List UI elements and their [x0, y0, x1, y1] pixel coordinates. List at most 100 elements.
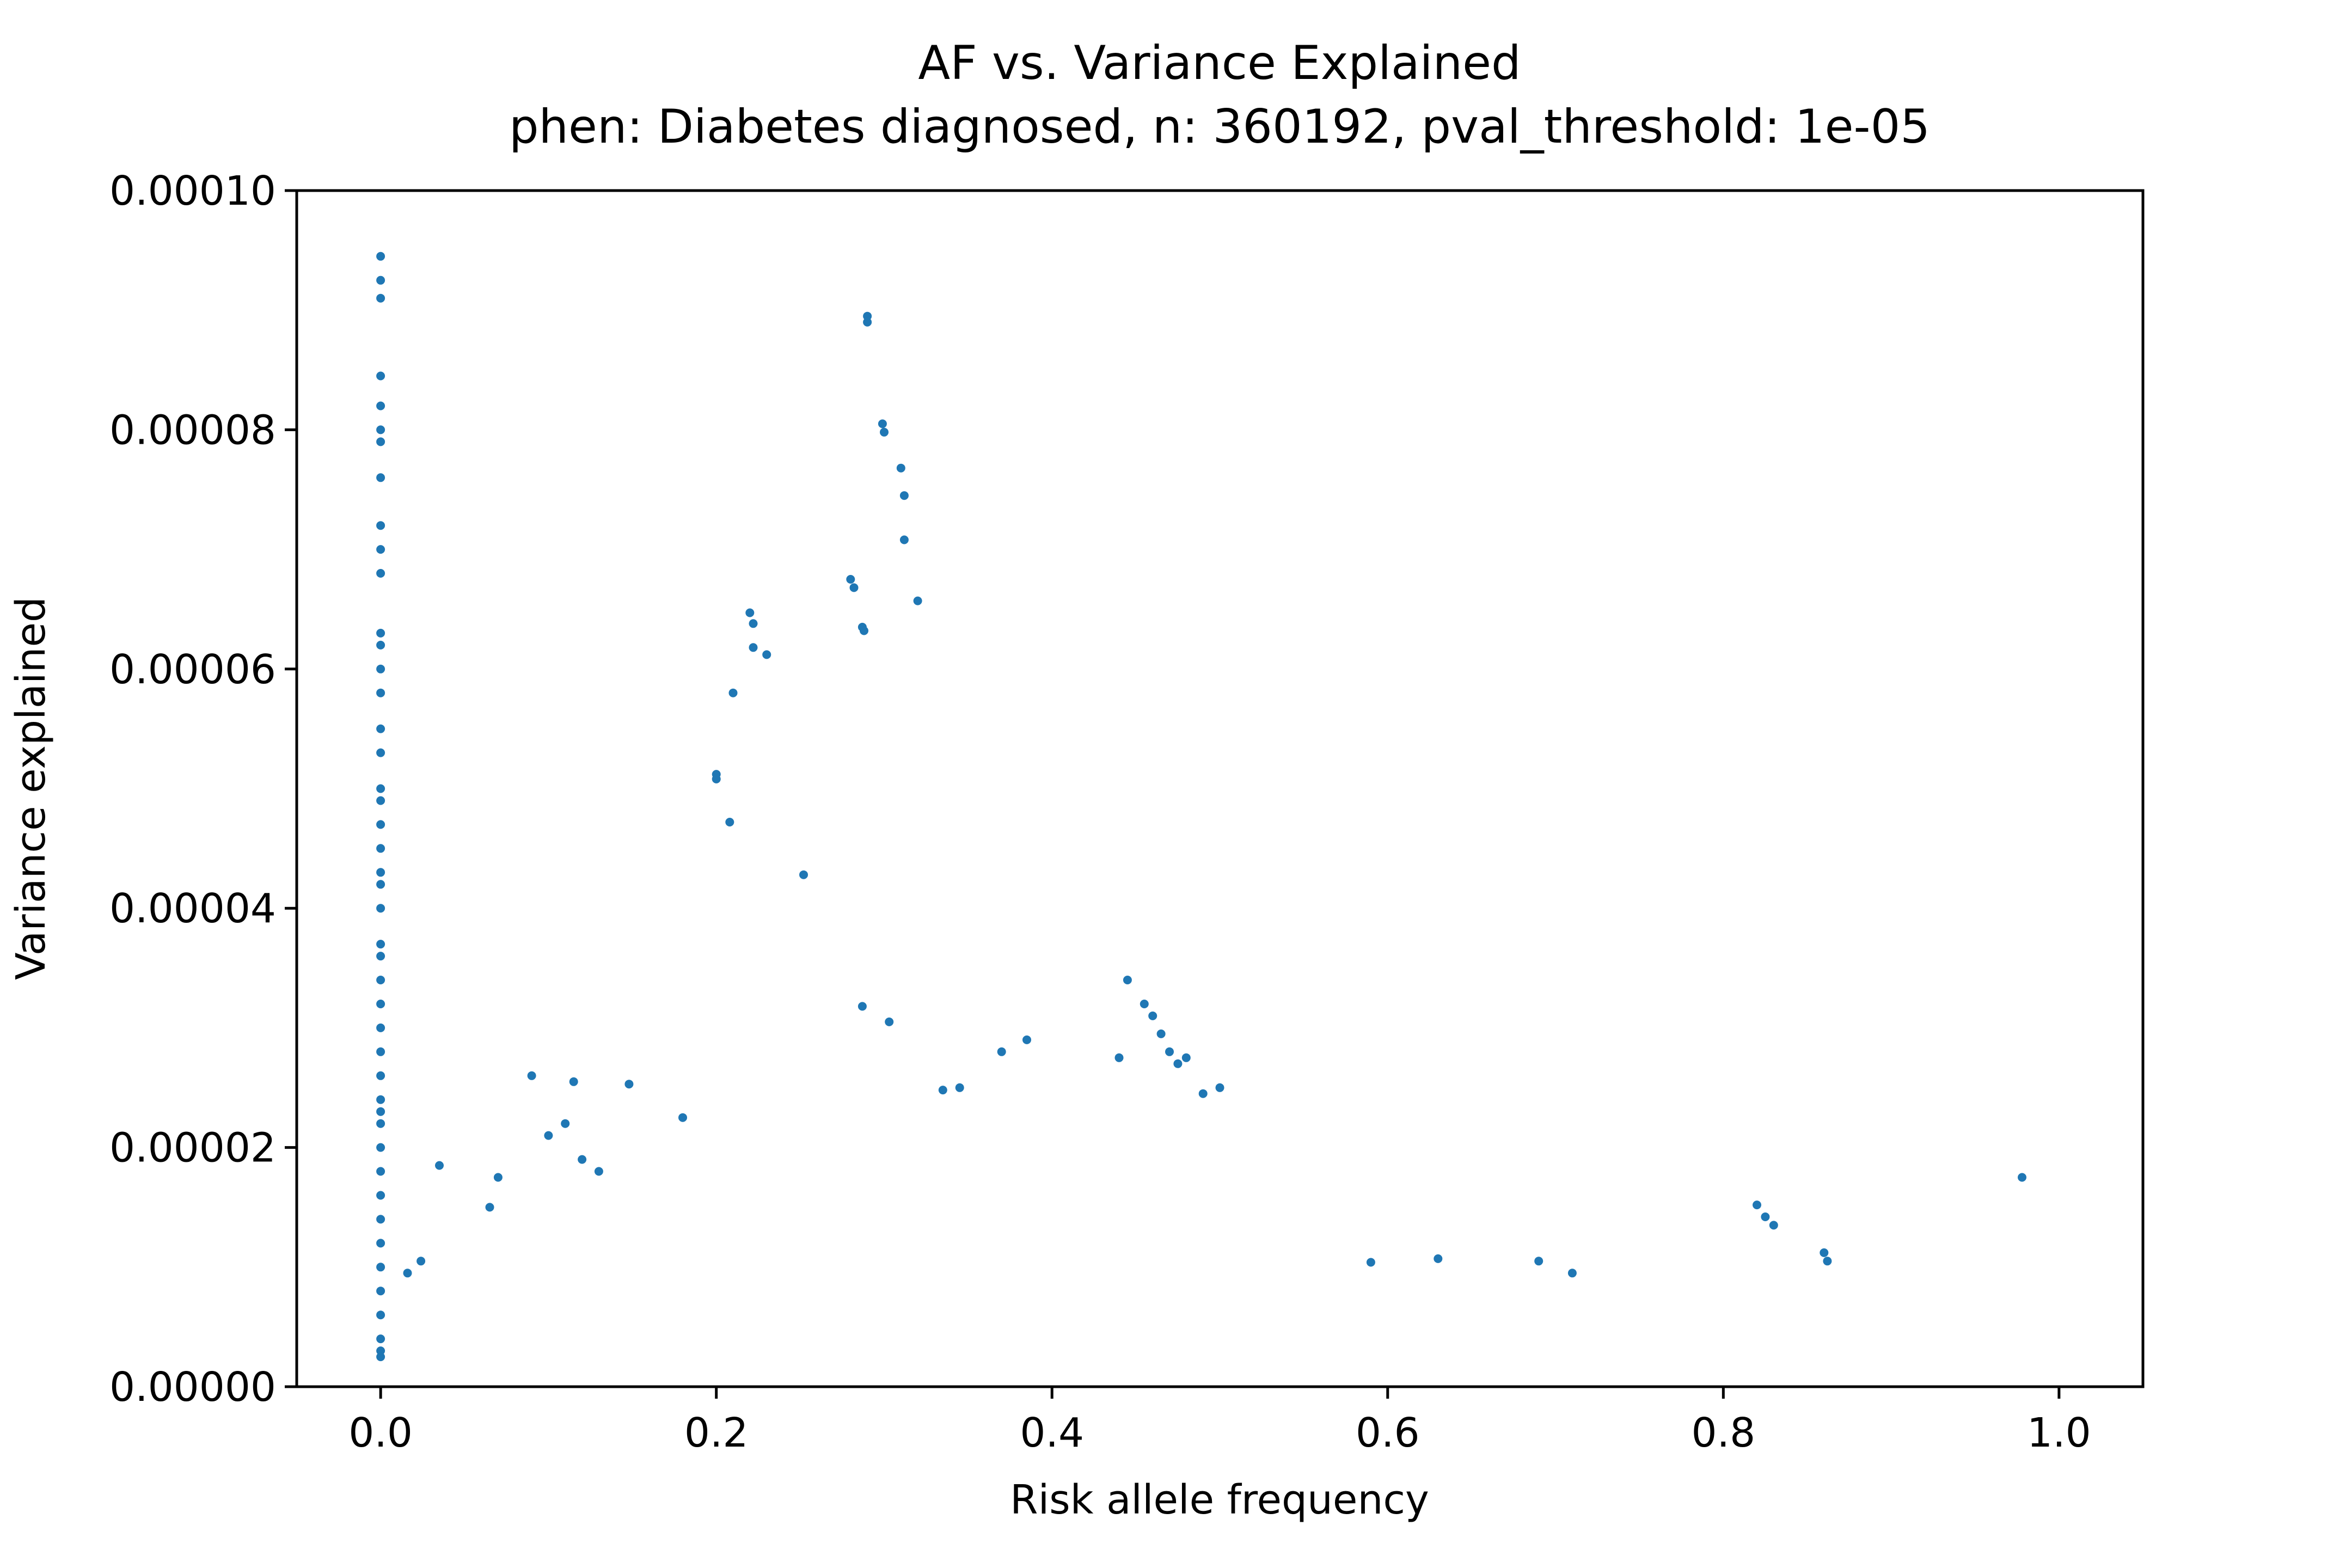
- scatter-point: [376, 1047, 385, 1056]
- scatter-point: [997, 1047, 1006, 1056]
- scatter-point: [569, 1077, 578, 1086]
- scatter-point: [561, 1119, 570, 1128]
- chart-title: AF vs. Variance Explained: [918, 36, 1521, 90]
- scatter-point: [678, 1113, 687, 1122]
- y-tick-label: 0.00010: [109, 168, 276, 215]
- x-tick-label: 0.6: [1356, 1410, 1420, 1456]
- scatter-point: [1769, 1221, 1778, 1230]
- scatter-point: [899, 535, 909, 544]
- scatter-point: [1181, 1053, 1191, 1062]
- scatter-point: [376, 1071, 385, 1080]
- scatter-point: [1534, 1257, 1543, 1266]
- scatter-point: [2018, 1173, 2026, 1182]
- scatter-point: [578, 1155, 587, 1164]
- scatter-point: [1165, 1047, 1174, 1056]
- chart-subtitle: phen: Diabetes diagnosed, n: 360192, pva…: [509, 100, 1930, 154]
- scatter-point: [749, 619, 758, 628]
- scatter-point: [485, 1203, 494, 1212]
- scatter-point: [493, 1173, 503, 1182]
- x-tick-label: 0.2: [684, 1410, 749, 1456]
- scatter-point: [1823, 1257, 1832, 1266]
- scatter-point: [416, 1257, 426, 1266]
- scatter-point: [624, 1080, 634, 1089]
- scatter-point: [527, 1071, 536, 1080]
- scatter-point: [1215, 1083, 1224, 1092]
- scatter-point: [728, 688, 738, 697]
- scatter-point: [896, 463, 905, 473]
- scatter-point: [376, 976, 385, 984]
- x-axis-label: Risk allele frequency: [1010, 1477, 1429, 1523]
- scatter-point: [376, 664, 385, 673]
- scatter-point: [1173, 1059, 1183, 1068]
- y-tick-label: 0.00006: [109, 646, 276, 693]
- scatter-point: [376, 1352, 385, 1362]
- y-tick-label: 0.00002: [109, 1125, 276, 1172]
- scatter-point: [745, 608, 755, 617]
- scatter-point: [544, 1131, 553, 1140]
- scatter-point: [376, 473, 385, 482]
- scatter-point: [376, 1287, 385, 1296]
- scatter-point: [376, 401, 385, 411]
- plot-frame: [295, 189, 2145, 1388]
- scatter-point: [403, 1269, 412, 1278]
- scatter-point: [1156, 1029, 1166, 1038]
- x-tick-label: 0.0: [348, 1410, 413, 1456]
- scatter-point: [376, 1191, 385, 1200]
- x-axis-ticks: 0.0 0.2 0.4 0.6 0.8 1.0: [348, 1387, 2091, 1456]
- scatter-point: [1148, 1011, 1157, 1020]
- y-tick-label: 0.00004: [109, 885, 276, 932]
- scatter-point: [376, 1167, 385, 1176]
- scatter-point: [376, 1119, 385, 1128]
- scatter-point: [1434, 1254, 1443, 1263]
- scatter-point: [860, 626, 868, 635]
- scatter-point: [1567, 1269, 1577, 1278]
- scatter-point: [849, 583, 859, 592]
- scatter-point: [376, 688, 385, 697]
- data-points: [376, 252, 2026, 1362]
- scatter-point: [1761, 1212, 1770, 1221]
- scatter-point: [1753, 1200, 1761, 1210]
- scatter-point: [376, 640, 385, 650]
- scatter-point: [376, 1310, 385, 1320]
- scatter-point: [376, 904, 385, 913]
- x-tick-label: 0.4: [1020, 1410, 1084, 1456]
- scatter-point: [376, 868, 385, 877]
- scatter-point: [846, 575, 855, 584]
- scatter-point: [376, 545, 385, 554]
- scatter-point: [594, 1167, 603, 1176]
- scatter-point: [712, 774, 721, 783]
- scatter-point: [376, 1023, 385, 1032]
- scatter-point: [376, 1263, 385, 1272]
- scatter-point: [857, 1002, 867, 1011]
- y-tick-label: 0.00000: [109, 1364, 276, 1411]
- scatter-point: [376, 796, 385, 805]
- scatter-point: [1140, 1000, 1149, 1008]
- y-axis-ticks: 0.00000 0.00002 0.00004 0.00006 0.00008 0.000…: [109, 168, 297, 1411]
- scatter-point: [376, 425, 385, 434]
- scatter-point: [725, 818, 734, 826]
- scatter-point: [376, 1143, 385, 1152]
- scatter-point: [376, 1095, 385, 1104]
- x-tick-label: 1.0: [2027, 1410, 2091, 1456]
- y-axis-label: Variance explained: [8, 597, 54, 980]
- scatter-point: [863, 317, 872, 327]
- scatter-point: [376, 275, 385, 285]
- scatter-point: [880, 427, 889, 437]
- scatter-point: [1123, 976, 1132, 984]
- scatter-point: [762, 650, 771, 659]
- scatter-point: [376, 748, 385, 757]
- scatter-point: [1022, 1035, 1031, 1044]
- scatter-point: [878, 419, 887, 428]
- scatter-point: [885, 1017, 894, 1026]
- scatter-point: [376, 1346, 385, 1356]
- scatter-point: [376, 1239, 385, 1248]
- scatter-point: [376, 880, 385, 889]
- scatter-point: [376, 784, 385, 793]
- scatter-point: [376, 940, 385, 949]
- scatter-point: [376, 371, 385, 381]
- scatter-point: [899, 491, 909, 500]
- scatter-point: [376, 952, 385, 961]
- scatter-point: [863, 311, 872, 321]
